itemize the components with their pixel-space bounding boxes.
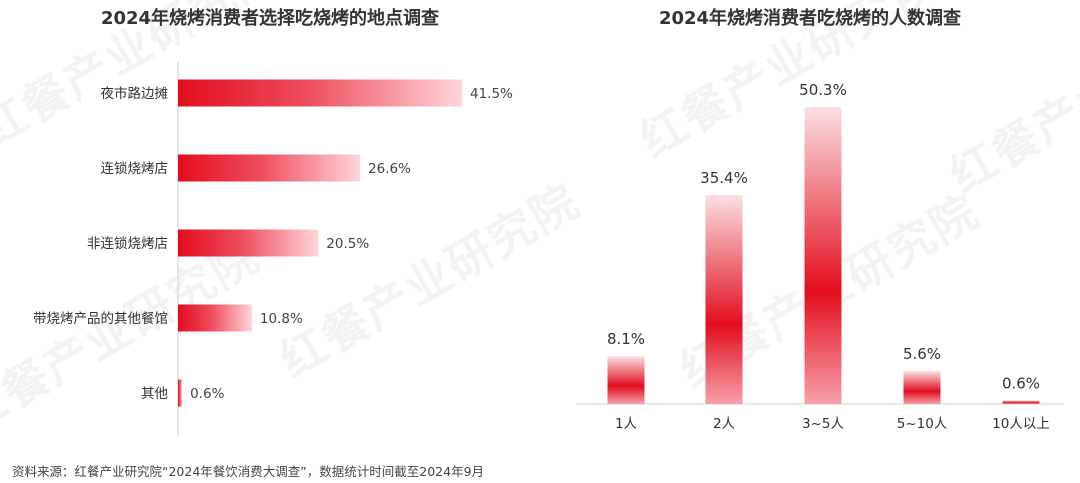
category-label: 10人以上: [992, 416, 1050, 432]
group-size-bar-chart: 8.1% 1人 35.4% 2人 50.3% 3~5人 5.6% 5~10人 0.6% 10人以上: [576, 81, 1064, 432]
data-label: 5.6%: [903, 345, 941, 363]
location-bar-chart: 夜市路边摊 41.5% 连锁烧烤店 26.6% 非连锁烧烤店 20.5% 带烧烤产品的其他餐…: [33, 62, 513, 437]
bar: [178, 154, 361, 182]
data-label: 26.6%: [368, 161, 411, 177]
data-label: 0.6%: [1002, 374, 1040, 392]
data-label: 41.5%: [470, 86, 513, 102]
category-label: 连锁烧烤店: [101, 161, 169, 177]
data-label: 10.8%: [260, 311, 303, 327]
category-label: 带烧烤产品的其他餐馆: [33, 311, 168, 327]
data-label: 35.4%: [700, 169, 748, 187]
data-label: 8.1%: [607, 330, 645, 348]
bar: [903, 370, 941, 404]
category-label: 夜市路边摊: [101, 85, 169, 102]
category-label: 3~5人: [802, 416, 844, 432]
category-label: 非连锁烧烤店: [87, 236, 168, 252]
chart-title-location: 2024年烧烤消费者选择吃烧烤的地点调查: [100, 8, 440, 29]
data-label: 0.6%: [190, 386, 224, 402]
bar: [178, 379, 183, 407]
bar: [178, 79, 462, 107]
category-label: 1人: [615, 416, 638, 432]
bar: [607, 356, 645, 404]
bar: [178, 229, 319, 257]
data-label: 20.5%: [326, 236, 369, 252]
category-label: 5~10人: [897, 416, 948, 432]
data-label: 50.3%: [799, 81, 847, 99]
category-label: 2人: [713, 416, 736, 432]
bar: [178, 304, 252, 332]
category-label: 其他: [141, 386, 168, 402]
bar: [804, 107, 842, 404]
chart-title-group-size: 2024年烧烤消费者吃烧烤的人数调查: [658, 8, 962, 29]
bar: [705, 194, 743, 404]
bar: [1002, 400, 1040, 404]
source-note: 资料来源：红餐产业研究院“2024年餐饮消费大调查”，数据统计时间截至2024年…: [12, 464, 485, 479]
